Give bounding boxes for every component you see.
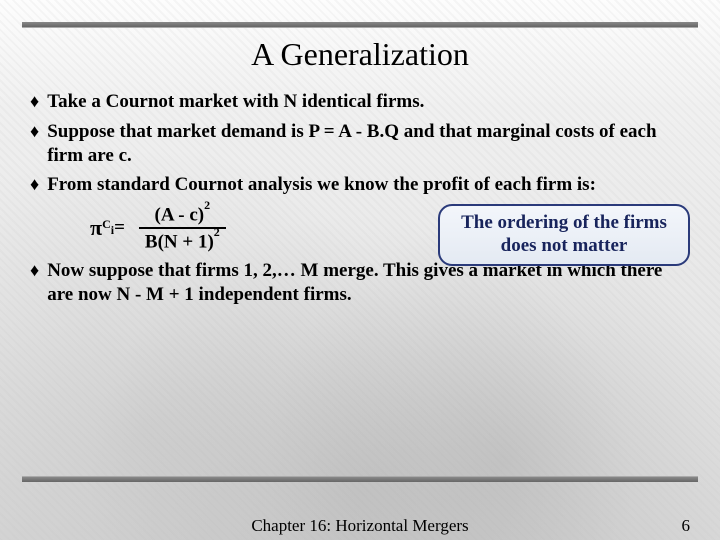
top-divider <box>22 22 698 28</box>
bullet-icon: ♦ <box>30 120 39 143</box>
equals-sign: = <box>114 217 125 239</box>
equation-fraction: (A - c)2 B(N + 1)2 <box>139 203 226 253</box>
bullet-icon: ♦ <box>30 259 39 282</box>
slide: A Generalization ♦ Take a Cournot market… <box>0 0 720 540</box>
pi-superscript: C <box>102 217 111 232</box>
bullet-item: ♦ Take a Cournot market with N identical… <box>30 90 690 114</box>
fraction-denominator: B(N + 1)2 <box>139 229 226 253</box>
equation-lhs: πCi = <box>90 215 125 241</box>
slide-title: A Generalization <box>0 36 720 73</box>
pi-subscript: i <box>111 223 114 238</box>
bottom-divider <box>22 476 698 482</box>
bullet-icon: ♦ <box>30 90 39 113</box>
bullet-text: From standard Cournot analysis we know t… <box>47 173 690 197</box>
denominator-base: B(N + 1) <box>145 232 214 253</box>
fraction-numerator: (A - c)2 <box>149 203 217 227</box>
bullet-icon: ♦ <box>30 173 39 196</box>
bullet-text: Suppose that market demand is P = A - B.… <box>47 120 690 168</box>
denominator-exp: 2 <box>214 225 220 239</box>
bullet-text: Take a Cournot market with N identical f… <box>47 90 690 114</box>
bullet-item: ♦ From standard Cournot analysis we know… <box>30 173 690 197</box>
footer-chapter: Chapter 16: Horizontal Mergers <box>0 516 720 536</box>
pi-symbol: π <box>90 215 102 241</box>
bullet-text: Now suppose that firms 1, 2,… M merge. T… <box>47 259 690 307</box>
numerator-exp: 2 <box>204 198 210 212</box>
bullet-item: ♦ Now suppose that firms 1, 2,… M merge.… <box>30 259 690 307</box>
footer-page-number: 6 <box>682 516 691 536</box>
ordering-callout: The ordering of the firms does not matte… <box>438 204 690 266</box>
bullet-item: ♦ Suppose that market demand is P = A - … <box>30 120 690 168</box>
numerator-base: (A - c) <box>155 204 205 225</box>
slide-body: ♦ Take a Cournot market with N identical… <box>30 90 690 313</box>
